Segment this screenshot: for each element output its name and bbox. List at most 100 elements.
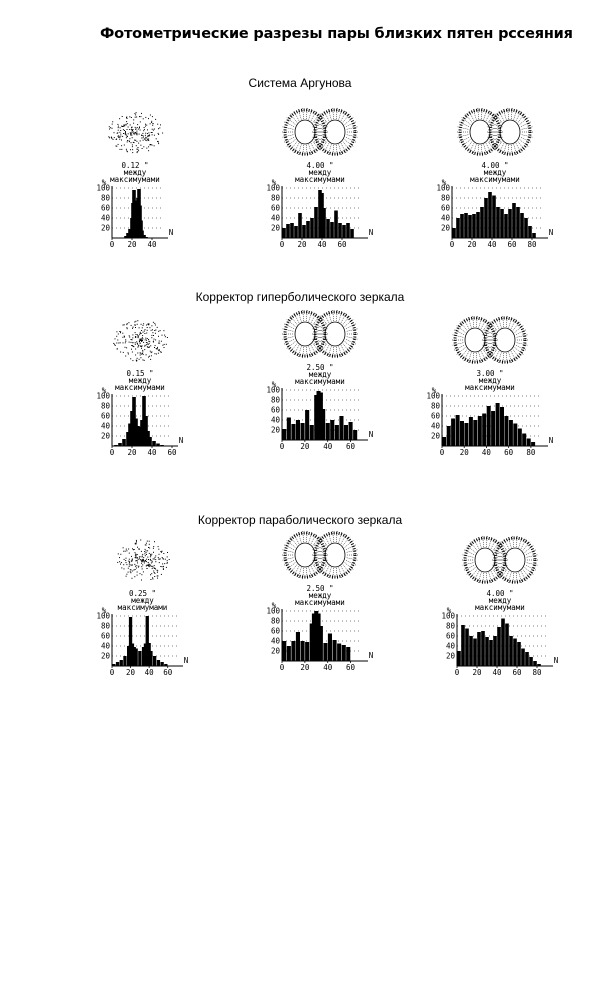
spot-dot: [132, 548, 133, 550]
spot-dot: [151, 560, 153, 562]
spot-dot: [166, 560, 168, 562]
spot-dot: [150, 562, 152, 564]
spot-image: [108, 112, 164, 154]
spot-dot: [144, 555, 146, 557]
spot-dot: [128, 560, 130, 562]
spot-dot: [131, 134, 133, 136]
histogram-bar: [141, 647, 146, 666]
spot-dot: [132, 360, 134, 362]
spot-inner-ring: [324, 321, 346, 347]
spot-dot: [162, 344, 164, 346]
spot-dot: [135, 539, 137, 541]
spot-dot: [133, 346, 135, 348]
histogram-bar: [451, 418, 456, 446]
spot-dot: [144, 559, 146, 561]
spot-dot: [116, 132, 118, 134]
spot-dot: [146, 558, 148, 560]
y-tick-label: 100: [266, 386, 280, 395]
spot-dot: [151, 116, 153, 118]
spot-dot: [129, 561, 131, 563]
spot-dot: [163, 330, 165, 332]
spot-dot: [133, 549, 134, 551]
spot-dot: [139, 338, 141, 340]
spot-dot: [154, 567, 156, 569]
spot-dot: [116, 342, 118, 344]
spot-dot: [153, 335, 154, 336]
spot-dot: [137, 562, 138, 564]
spot-dot: [123, 550, 125, 552]
spot-dot: [142, 558, 144, 560]
y-tick-label: 40: [101, 642, 111, 651]
histogram-bar: [140, 230, 144, 238]
spot-dot: [117, 123, 119, 125]
spot-dot: [138, 548, 140, 550]
spot-dot: [136, 565, 138, 567]
spot-dot: [128, 563, 130, 565]
spot-dot: [160, 551, 162, 553]
spot-image: [117, 539, 170, 581]
spot-dot: [124, 336, 125, 338]
spot-dot: [142, 561, 144, 563]
histogram-bar: [136, 426, 140, 446]
histogram-bar: [521, 648, 525, 666]
x-tick-label: 0: [280, 442, 285, 451]
spot-dot: [137, 352, 139, 354]
spot-dot: [148, 150, 150, 152]
y-unit-label: %: [102, 178, 107, 187]
spot-dot: [134, 563, 136, 565]
spot-dot: [141, 555, 143, 557]
spot-dot: [122, 324, 124, 326]
histogram-bar: [128, 229, 132, 238]
histogram-bar: [476, 212, 480, 238]
spot-dot: [132, 326, 134, 328]
histogram-bar: [282, 641, 287, 661]
histogram-bar: [497, 627, 501, 666]
spot-ray: [512, 535, 514, 548]
histogram-bar: [342, 225, 346, 238]
histogram-bar: [309, 623, 314, 661]
spot-dot: [146, 329, 148, 331]
spot-dot: [145, 132, 147, 134]
spot-image: [282, 530, 358, 580]
histogram-bar: [334, 210, 338, 238]
spot-dot: [136, 148, 138, 150]
spot-dot: [161, 334, 163, 336]
spot-dot: [142, 564, 144, 566]
histogram-bar: [332, 640, 337, 661]
spot-dot: [136, 574, 138, 576]
spot-dot: [116, 335, 118, 337]
spot-dot: [154, 324, 156, 326]
spot-dot: [146, 564, 148, 566]
spot-dot: [138, 556, 140, 558]
spot-dot: [153, 565, 155, 567]
spot-dot: [141, 566, 143, 568]
spot-dot: [126, 564, 128, 566]
spot-dot: [135, 348, 137, 350]
spot-dot: [112, 138, 114, 140]
spot-ray: [306, 144, 308, 157]
caption-maxima: максимумами: [295, 598, 345, 607]
y-unit-label: %: [272, 178, 277, 187]
spot-dot: [130, 142, 132, 144]
caption-maxima: максимумами: [110, 175, 160, 184]
spot-dot: [142, 349, 144, 351]
spot-dot: [121, 148, 123, 150]
spot-dot: [128, 558, 130, 560]
y-tick-label: 100: [96, 612, 110, 621]
spot-dot: [146, 553, 147, 555]
caption-between: между: [484, 168, 507, 177]
spot-dot: [134, 343, 136, 345]
spot-dot: [147, 344, 149, 345]
spot-dot: [146, 147, 148, 149]
histogram-bar: [144, 416, 148, 446]
spot-dot: [148, 140, 150, 141]
spot-dot: [119, 131, 121, 133]
spot-dot: [135, 354, 137, 356]
y-tick-label: 100: [441, 612, 455, 621]
spot-dot: [124, 550, 126, 552]
histogram-bar: [282, 429, 287, 440]
histogram-bar: [126, 432, 130, 446]
